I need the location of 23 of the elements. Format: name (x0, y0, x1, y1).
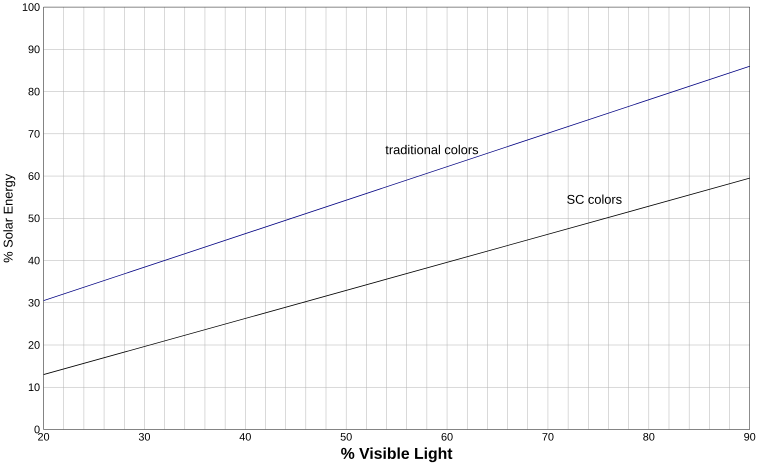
y-tick-label: 10 (28, 383, 40, 391)
y-tick-label: 30 (28, 298, 40, 306)
y-tick-label: 0 (34, 425, 40, 434)
x-axis-title: % Visible Light (341, 447, 452, 462)
y-tick-label: 70 (28, 130, 40, 138)
y-tick-label: 60 (28, 172, 40, 180)
y-tick-label: 50 (28, 214, 40, 222)
y-axis-title: % Solar Energy (3, 174, 16, 262)
y-tick-label: 20 (28, 340, 40, 349)
series-label: traditional colors (386, 144, 478, 154)
series-label: SC colors (567, 194, 622, 204)
x-tick-label: 70 (542, 432, 554, 440)
x-tick-label: 90 (744, 432, 756, 440)
x-tick-label: 80 (643, 432, 654, 440)
x-tick-label: 20 (38, 432, 50, 440)
x-tick-label: 60 (442, 432, 453, 440)
y-tick-label: 40 (28, 256, 40, 264)
y-tick-label: 80 (28, 88, 40, 96)
x-tick-label: 40 (240, 432, 251, 440)
x-tick-label: 30 (138, 432, 150, 440)
y-tick-label: 90 (28, 45, 40, 53)
y-tick-label: 100 (22, 3, 40, 11)
x-tick-label: 50 (340, 432, 352, 440)
